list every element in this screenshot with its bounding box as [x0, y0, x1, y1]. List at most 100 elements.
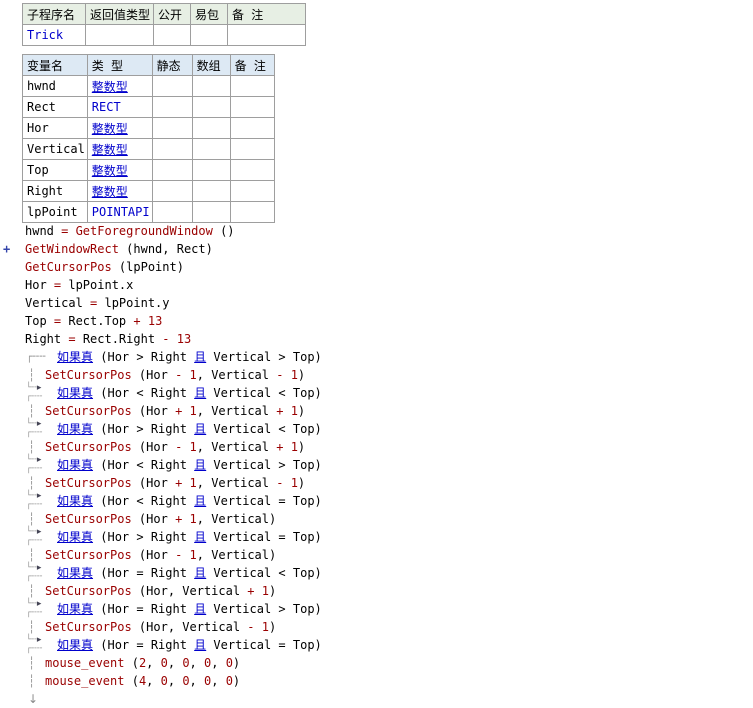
- table-cell[interactable]: [191, 180, 231, 202]
- variable-name-cell[interactable]: Rect: [22, 96, 88, 118]
- code-line[interactable]: GetCursorPos (lpPoint): [0, 258, 753, 276]
- type-link[interactable]: 整数型: [91, 142, 128, 157]
- variable-name-cell[interactable]: Top: [22, 159, 88, 181]
- type-link[interactable]: 整数型: [91, 163, 128, 178]
- keyword-link[interactable]: 且: [194, 386, 207, 400]
- table-cell[interactable]: [191, 138, 231, 160]
- variable-name-cell[interactable]: Vertical: [22, 138, 88, 160]
- code-line[interactable]: Vertical = lpPoint.y: [0, 294, 753, 312]
- code-line[interactable]: ┆ SetCursorPos (Hor, Vertical - 1): [0, 618, 753, 636]
- type-link[interactable]: POINTAPI: [91, 205, 150, 219]
- keyword-link[interactable]: 如果真: [57, 566, 94, 580]
- table-cell[interactable]: [151, 201, 193, 223]
- table-cell[interactable]: [151, 96, 193, 118]
- variable-type-cell[interactable]: 整数型: [86, 75, 153, 97]
- table-cell[interactable]: [151, 117, 193, 139]
- code-line[interactable]: Top = Rect.Top + 13: [0, 312, 753, 330]
- code-line[interactable]: └╌▸ ┌╌╌ 如果真 (Hor < Right 且 Vertical < Top): [0, 384, 753, 402]
- code-line[interactable]: Hor = lpPoint.x: [0, 276, 753, 294]
- variable-type-cell[interactable]: 整数型: [86, 117, 153, 139]
- keyword-link[interactable]: 且: [194, 422, 207, 436]
- type-link[interactable]: 整数型: [91, 184, 128, 199]
- code-segment: 1: [189, 440, 197, 454]
- keyword-link[interactable]: 如果真: [57, 386, 94, 400]
- code-line[interactable]: Right = Rect.Right - 13: [0, 330, 753, 348]
- code-line[interactable]: hwnd = GetForegroundWindow (): [0, 222, 753, 240]
- code-line[interactable]: ┆ SetCursorPos (Hor - 1, Vertical): [0, 546, 753, 564]
- code-line[interactable]: ┆ SetCursorPos (Hor + 1, Vertical + 1): [0, 402, 753, 420]
- type-link[interactable]: RECT: [91, 100, 121, 114]
- table-cell[interactable]: [191, 75, 231, 97]
- subroutine-name-cell[interactable]: Trick: [22, 24, 86, 46]
- variable-name-cell[interactable]: Hor: [22, 117, 88, 139]
- table-cell[interactable]: [190, 24, 228, 46]
- variable-type-cell[interactable]: 整数型: [86, 159, 153, 181]
- keyword-link[interactable]: 且: [194, 566, 207, 580]
- code-line[interactable]: └╌▸ ┌╌╌ 如果真 (Hor = Right 且 Vertical < Top): [0, 564, 753, 582]
- variable-type-cell[interactable]: 整数型: [86, 180, 153, 202]
- keyword-link[interactable]: 如果真: [57, 458, 94, 472]
- keyword-link[interactable]: 且: [194, 638, 207, 652]
- code-line[interactable]: ┆ mouse_event (4, 0, 0, 0, 0): [0, 672, 753, 690]
- variable-name-cell[interactable]: hwnd: [22, 75, 88, 97]
- keyword-link[interactable]: 如果真: [57, 350, 94, 364]
- table-cell[interactable]: [153, 24, 191, 46]
- code-line[interactable]: ↓: [0, 690, 753, 708]
- code-line[interactable]: └╌▸ ┌╌╌ 如果真 (Hor > Right 且 Vertical = Top): [0, 528, 753, 546]
- table-cell[interactable]: [151, 138, 193, 160]
- table-cell[interactable]: [151, 75, 193, 97]
- table-cell[interactable]: [229, 201, 275, 223]
- code-line[interactable]: ┆ mouse_event (2, 0, 0, 0, 0): [0, 654, 753, 672]
- block-bracket-vertical: ┆: [28, 512, 36, 526]
- table-cell[interactable]: [151, 159, 193, 181]
- code-segment: lpPoint.y: [104, 296, 170, 310]
- variable-type-cell[interactable]: POINTAPI: [86, 201, 153, 223]
- fold-marker[interactable]: +: [3, 242, 11, 256]
- keyword-link[interactable]: 如果真: [57, 602, 94, 616]
- block-bracket-close-open: └╌▸ ┌╌╌: [26, 383, 43, 402]
- table-cell[interactable]: [191, 117, 231, 139]
- table-cell[interactable]: [229, 117, 275, 139]
- keyword-link[interactable]: 且: [194, 350, 207, 364]
- table-cell[interactable]: [191, 159, 231, 181]
- code-line[interactable]: ┆ SetCursorPos (Hor, Vertical + 1): [0, 582, 753, 600]
- table-cell[interactable]: [229, 159, 275, 181]
- variable-type-cell[interactable]: RECT: [86, 96, 153, 118]
- code-line[interactable]: ┆ SetCursorPos (Hor + 1, Vertical - 1): [0, 474, 753, 492]
- table-cell[interactable]: [229, 138, 275, 160]
- table-cell[interactable]: [151, 180, 193, 202]
- variable-name-cell[interactable]: Right: [22, 180, 88, 202]
- table-cell[interactable]: [191, 201, 231, 223]
- code-editor[interactable]: hwnd = GetForegroundWindow () + GetWindowR…: [0, 222, 753, 708]
- table-cell[interactable]: [229, 180, 275, 202]
- code-line[interactable]: ┆ SetCursorPos (Hor + 1, Vertical): [0, 510, 753, 528]
- type-link[interactable]: 整数型: [91, 79, 128, 94]
- code-line[interactable]: └╌▸ ┌╌╌ 如果真 (Hor = Right 且 Vertical = Top): [0, 636, 753, 654]
- code-line[interactable]: └╌▸ ┌╌╌ 如果真 (Hor < Right 且 Vertical > Top): [0, 456, 753, 474]
- code-line[interactable]: └╌▸ ┌╌╌ 如果真 (Hor = Right 且 Vertical > Top): [0, 600, 753, 618]
- keyword-link[interactable]: 如果真: [57, 638, 94, 652]
- code-line[interactable]: ┆ SetCursorPos (Hor - 1, Vertical - 1): [0, 366, 753, 384]
- keyword-link[interactable]: 如果真: [57, 530, 94, 544]
- code-line[interactable]: ┌╌╌ 如果真 (Hor > Right 且 Vertical > Top): [0, 348, 753, 366]
- keyword-link[interactable]: 且: [194, 530, 207, 544]
- type-link[interactable]: 整数型: [91, 121, 128, 136]
- variable-name-cell[interactable]: lpPoint: [22, 201, 88, 223]
- keyword-link[interactable]: 如果真: [57, 422, 94, 436]
- table-cell[interactable]: [229, 96, 275, 118]
- code-segment: (Hor > Right: [93, 350, 195, 364]
- variable-type-cell[interactable]: 整数型: [86, 138, 153, 160]
- table-cell[interactable]: [227, 24, 306, 46]
- code-line[interactable]: + GetWindowRect (hwnd, Rect): [0, 240, 753, 258]
- table-cell[interactable]: [229, 75, 275, 97]
- keyword-link[interactable]: 如果真: [57, 494, 94, 508]
- code-line[interactable]: └╌▸ ┌╌╌ 如果真 (Hor > Right 且 Vertical < Top): [0, 420, 753, 438]
- table-cell[interactable]: [85, 24, 154, 46]
- code-line[interactable]: ┆ SetCursorPos (Hor - 1, Vertical + 1): [0, 438, 753, 456]
- keyword-link[interactable]: 且: [194, 458, 207, 472]
- table-cell[interactable]: [191, 96, 231, 118]
- table-row: hwnd 整数型: [22, 75, 275, 97]
- keyword-link[interactable]: 且: [194, 602, 207, 616]
- keyword-link[interactable]: 且: [194, 494, 207, 508]
- code-line[interactable]: └╌▸ ┌╌╌ 如果真 (Hor < Right 且 Vertical = Top): [0, 492, 753, 510]
